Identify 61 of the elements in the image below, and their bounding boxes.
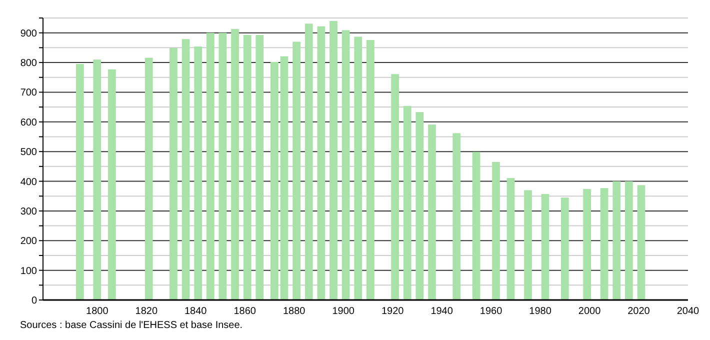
y-tick-label: 600 bbox=[20, 117, 38, 128]
bar bbox=[637, 185, 646, 300]
x-tick-label: 1840 bbox=[184, 306, 208, 317]
bar bbox=[366, 40, 374, 300]
bar bbox=[342, 30, 350, 300]
x-tick-label: 1880 bbox=[282, 306, 306, 317]
bar bbox=[612, 181, 621, 300]
bar bbox=[206, 32, 214, 300]
bar bbox=[541, 194, 550, 300]
bar bbox=[403, 106, 412, 300]
y-tick-label: 700 bbox=[20, 88, 38, 99]
bar bbox=[560, 198, 569, 300]
x-tick-label: 1820 bbox=[135, 306, 158, 317]
y-tick-label: 100 bbox=[20, 266, 38, 277]
bar bbox=[472, 152, 480, 300]
bar bbox=[292, 42, 301, 300]
bar bbox=[354, 36, 362, 300]
bar bbox=[182, 39, 190, 300]
x-tick-label: 2000 bbox=[578, 306, 602, 317]
bar bbox=[416, 112, 424, 300]
x-tick-label: 1940 bbox=[430, 306, 454, 317]
x-tick-label: 2020 bbox=[628, 306, 650, 317]
bar bbox=[506, 178, 515, 300]
bar bbox=[304, 24, 313, 300]
bar bbox=[280, 56, 288, 300]
bar bbox=[256, 34, 264, 300]
bar bbox=[330, 20, 338, 300]
x-tick-label: 1980 bbox=[529, 306, 552, 317]
bar bbox=[170, 48, 178, 300]
bar bbox=[270, 62, 278, 300]
bar bbox=[218, 32, 227, 300]
bar bbox=[243, 34, 252, 300]
bar bbox=[144, 58, 153, 300]
x-tick-label: 1860 bbox=[234, 306, 256, 317]
bar bbox=[524, 190, 532, 300]
y-tick-label: 500 bbox=[20, 147, 38, 158]
x-tick-label: 2040 bbox=[676, 306, 700, 317]
y-tick-label: 300 bbox=[20, 206, 38, 218]
x-tick-label: 1960 bbox=[480, 306, 503, 317]
bar bbox=[428, 124, 436, 300]
x-tick-label: 1900 bbox=[332, 306, 355, 317]
source-note: Sources : base Cassini de l'EHESS et base Insee. bbox=[20, 320, 243, 331]
y-tick-label: 0 bbox=[31, 296, 38, 306]
y-tick-label: 200 bbox=[20, 236, 38, 248]
bar bbox=[583, 188, 592, 300]
bar bbox=[492, 162, 500, 300]
bar bbox=[93, 60, 102, 300]
bar bbox=[452, 133, 461, 300]
y-tick-label: 400 bbox=[20, 176, 38, 188]
bar bbox=[317, 26, 326, 300]
x-tick-label: 1800 bbox=[86, 306, 109, 317]
bar bbox=[391, 74, 399, 300]
bar bbox=[76, 64, 84, 300]
x-tick-label: 1920 bbox=[381, 306, 404, 317]
bar bbox=[600, 188, 608, 300]
bar bbox=[194, 46, 202, 300]
bar bbox=[624, 181, 633, 300]
y-tick-label: 800 bbox=[20, 58, 38, 70]
bar bbox=[231, 28, 239, 300]
bar bbox=[108, 69, 116, 300]
y-tick-label: 900 bbox=[20, 28, 38, 40]
